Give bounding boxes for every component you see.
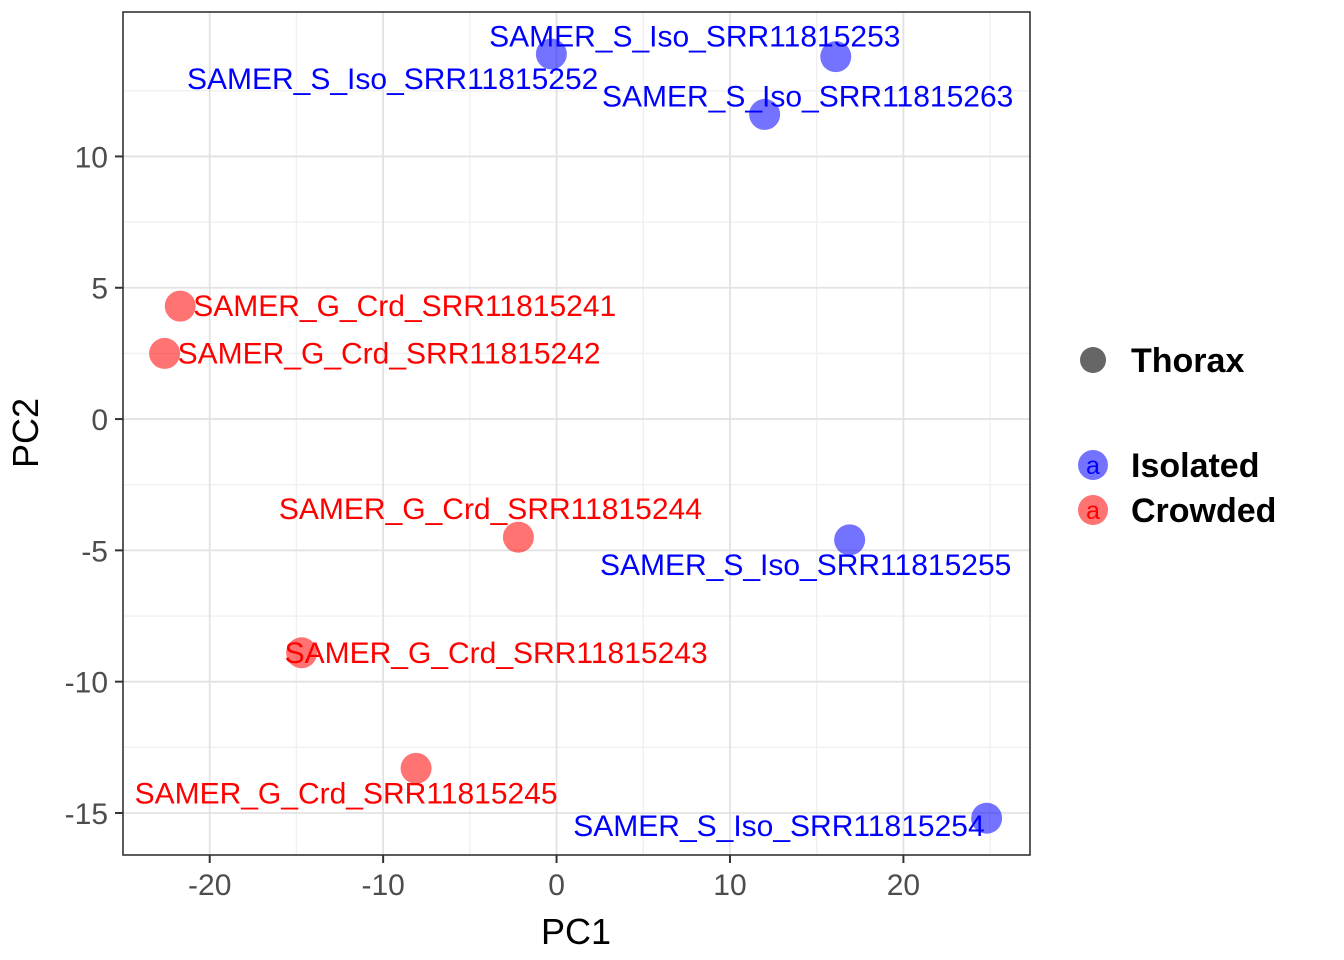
legend-marker-letter: a: [1086, 452, 1100, 480]
data-point-crowded: [400, 752, 432, 784]
data-point-label: SAMER_G_Crd_SRR11815242: [178, 337, 601, 370]
legend-markers: aa: [1078, 347, 1108, 525]
data-point-label: SAMER_G_Crd_SRR11815241: [193, 290, 616, 323]
minor-gridlines: [123, 12, 1030, 855]
y-tick-label: -5: [81, 535, 108, 568]
y-tick-label: 5: [91, 273, 108, 306]
major-gridlines: [123, 12, 1030, 855]
legend-marker-letter: a: [1086, 497, 1100, 525]
y-tick-label: -15: [65, 798, 108, 831]
legend-marker-thorax-dot-icon: [1080, 347, 1106, 373]
x-tick-label: 10: [713, 869, 746, 902]
y-tick-label: 10: [75, 141, 108, 174]
data-point-crowded: [164, 290, 196, 322]
data-point-label: SAMER_G_Crd_SRR11815243: [285, 637, 708, 670]
data-point-crowded: [502, 521, 534, 553]
data-point-label: SAMER_G_Crd_SRR11815244: [279, 493, 702, 526]
legend-marker-crowded-point-icon: [1078, 495, 1108, 525]
x-axis-title: PC1: [541, 911, 611, 952]
legend-marker-isolated-point-icon: [1078, 450, 1108, 480]
data-point-label: SAMER_S_Iso_SRR11815253: [489, 21, 900, 54]
data-point-crowded: [149, 337, 181, 369]
panel-border: [122, 11, 1031, 856]
x-tick-label: -10: [361, 869, 404, 902]
data-points: [149, 38, 1003, 834]
axis-tick-labels: -20 -10 0 10 20 10 5 0 -5 -10 -15: [65, 141, 920, 902]
data-point-label: SAMER_S_Iso_SRR11815263: [602, 80, 1013, 113]
data-point-isolated: [834, 524, 866, 556]
data-point-isolated: [535, 38, 567, 70]
x-tick-label: -20: [188, 869, 231, 902]
data-point-label: SAMER_S_Iso_SRR11815255: [600, 549, 1011, 582]
legend-label-crowded: Crowded: [1131, 492, 1276, 530]
legend-label-isolated: Isolated: [1131, 447, 1259, 485]
data-point-label: SAMER_S_Iso_SRR11815254: [573, 810, 984, 843]
legend-label-thorax: Thorax: [1131, 342, 1244, 380]
x-tick-label: 20: [887, 869, 920, 902]
data-point-label: SAMER_G_Crd_SRR11815245: [135, 777, 558, 810]
y-tick-label: -10: [65, 667, 108, 700]
y-tick-label: 0: [91, 404, 108, 437]
axis-ticks: [115, 155, 905, 863]
x-tick-label: 0: [548, 869, 565, 902]
data-point-labels: SAMER_S_Iso_SRR11815252SAMER_S_Iso_SRR11…: [135, 21, 1014, 844]
data-point-isolated: [971, 802, 1003, 834]
y-axis-title: PC2: [5, 398, 46, 468]
data-point-isolated: [749, 98, 781, 130]
data-point-isolated: [820, 41, 852, 73]
legend: aa Thorax Isolated Crowded: [1078, 342, 1276, 530]
data-point-label: SAMER_S_Iso_SRR11815252: [187, 63, 598, 96]
data-point-crowded: [286, 637, 318, 669]
